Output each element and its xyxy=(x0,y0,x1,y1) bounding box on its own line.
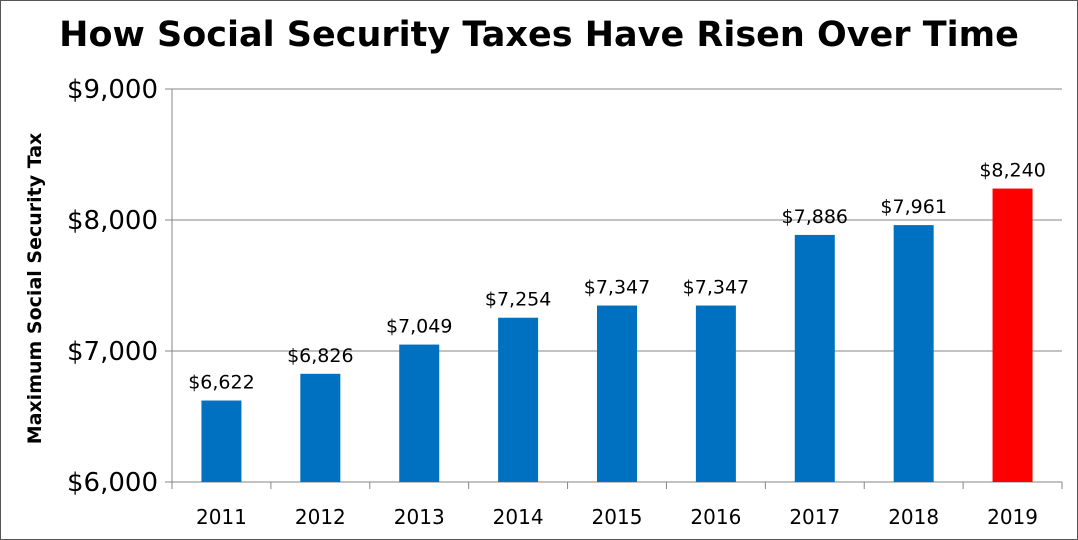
x-tick-label: 2018 xyxy=(888,505,939,529)
data-label-2017: $7,886 xyxy=(782,206,848,228)
y-tick-label: $7,000 xyxy=(67,337,158,367)
bar-2017 xyxy=(794,234,835,482)
bar-2018 xyxy=(893,225,934,482)
bar-2016 xyxy=(695,305,736,482)
data-label-2013: $7,049 xyxy=(386,316,452,338)
data-label-2019: $8,240 xyxy=(979,160,1045,182)
bar-2012 xyxy=(300,373,341,482)
bar-2014 xyxy=(498,317,539,482)
x-tick-label: 2011 xyxy=(196,505,247,529)
bar-2013 xyxy=(399,344,440,482)
x-tick-label: 2015 xyxy=(592,505,643,529)
y-tick-label: $9,000 xyxy=(67,75,158,105)
x-tick-label: 2014 xyxy=(493,505,544,529)
y-tick-label: $6,000 xyxy=(67,468,158,498)
x-tick-label: 2016 xyxy=(690,505,741,529)
y-tick-label: $8,000 xyxy=(67,206,158,236)
chart-title: How Social Security Taxes Have Risen Ove… xyxy=(59,15,1019,55)
bar-2015 xyxy=(597,305,637,482)
x-tick-label: 2013 xyxy=(394,505,445,529)
data-label-2011: $6,622 xyxy=(188,372,254,394)
x-tick-label: 2019 xyxy=(987,505,1038,529)
data-label-2018: $7,961 xyxy=(880,196,946,218)
data-label-2015: $7,347 xyxy=(584,277,650,299)
y-axis-title: Maximum Social Security Tax xyxy=(24,133,46,445)
x-tick-label: 2017 xyxy=(789,505,840,529)
data-label-2012: $6,826 xyxy=(287,345,353,367)
bar-2019 xyxy=(992,188,1033,482)
bar-2011 xyxy=(201,400,242,482)
data-label-2016: $7,347 xyxy=(683,277,749,299)
data-label-2014: $7,254 xyxy=(485,289,551,311)
x-tick-label: 2012 xyxy=(295,505,346,529)
